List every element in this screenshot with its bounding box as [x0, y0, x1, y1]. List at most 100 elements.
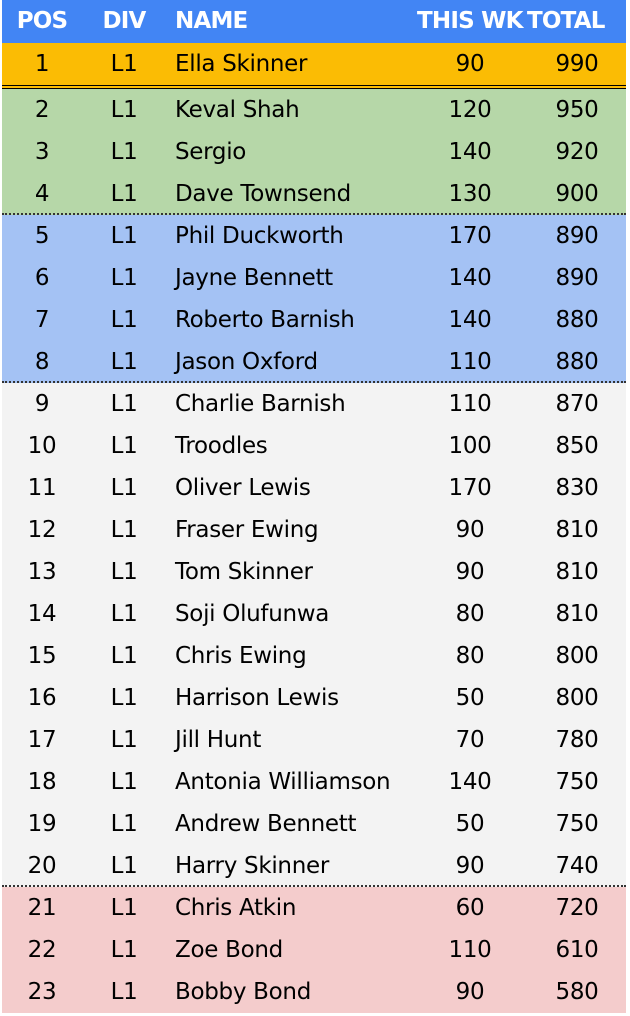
table-row: 11 L1 Oliver Lewis 170 830 — [2, 467, 626, 509]
cell-this-wk: 90 — [455, 979, 485, 1005]
cell-this-wk: 50 — [455, 811, 485, 837]
table-row: 3 L1 Sergio 140 920 — [2, 131, 626, 173]
cell-name: Harrison Lewis — [175, 685, 339, 711]
cell-total: 880 — [555, 307, 599, 333]
cell-name: Soji Olufunwa — [175, 601, 330, 627]
table-body: 1 L1 Ella Skinner 90 990 2 L1 Keval Shah 120 950 3… — [2, 43, 626, 1013]
cell-this-wk: 90 — [455, 559, 485, 585]
cell-name: Antonia Williamson — [175, 769, 391, 795]
cell-total: 850 — [555, 433, 599, 459]
header-this-wk: THIS WK — [417, 8, 523, 34]
cell-div: L1 — [110, 139, 138, 165]
cell-name: Tom Skinner — [175, 559, 313, 585]
cell-this-wk: 80 — [455, 643, 485, 669]
cell-name: Harry Skinner — [175, 853, 329, 879]
table-row: 14 L1 Soji Olufunwa 80 810 — [2, 593, 626, 635]
cell-div: L1 — [110, 349, 138, 375]
header-row: POS DIV NAME THIS WK TOTAL — [2, 0, 626, 43]
cell-pos: 6 — [34, 265, 50, 291]
cell-this-wk: 110 — [448, 391, 492, 417]
table-row: 22 L1 Zoe Bond 110 610 — [2, 929, 626, 971]
table-row: 5 L1 Phil Duckworth 170 890 — [2, 215, 626, 257]
cell-pos: 5 — [34, 223, 50, 249]
cell-name: Bobby Bond — [175, 979, 311, 1005]
cell-name: Sergio — [175, 139, 247, 165]
cell-div: L1 — [110, 51, 138, 77]
cell-this-wk: 140 — [448, 769, 492, 795]
cell-total: 890 — [555, 265, 599, 291]
cell-total: 610 — [555, 937, 599, 963]
cell-pos: 3 — [34, 139, 50, 165]
cell-div: L1 — [110, 433, 138, 459]
cell-div: L1 — [110, 391, 138, 417]
cell-div: L1 — [110, 727, 138, 753]
cell-name: Jason Oxford — [175, 349, 318, 375]
cell-div: L1 — [110, 979, 138, 1005]
cell-name: Keval Shah — [175, 97, 300, 123]
cell-name: Oliver Lewis — [175, 475, 311, 501]
cell-total: 810 — [555, 517, 599, 543]
table-row: 1 L1 Ella Skinner 90 990 — [2, 43, 626, 89]
cell-pos: 15 — [27, 643, 57, 669]
cell-this-wk: 110 — [448, 937, 492, 963]
header-name: NAME — [175, 8, 248, 34]
cell-name: Zoe Bond — [175, 937, 283, 963]
table-row: 6 L1 Jayne Bennett 140 890 — [2, 257, 626, 299]
cell-pos: 16 — [27, 685, 57, 711]
cell-total: 830 — [555, 475, 599, 501]
cell-this-wk: 140 — [448, 139, 492, 165]
cell-pos: 10 — [27, 433, 57, 459]
cell-pos: 11 — [27, 475, 57, 501]
cell-div: L1 — [110, 685, 138, 711]
cell-this-wk: 140 — [448, 307, 492, 333]
cell-name: Jill Hunt — [175, 727, 262, 753]
cell-name: Jayne Bennett — [175, 265, 333, 291]
table-row: 18 L1 Antonia Williamson 140 750 — [2, 761, 626, 803]
cell-div: L1 — [110, 475, 138, 501]
cell-div: L1 — [110, 223, 138, 249]
cell-name: Troodles — [175, 433, 268, 459]
table-row: 12 L1 Fraser Ewing 90 810 — [2, 509, 626, 551]
cell-total: 920 — [555, 139, 599, 165]
cell-div: L1 — [110, 853, 138, 879]
cell-div: L1 — [110, 307, 138, 333]
cell-name: Roberto Barnish — [175, 307, 355, 333]
cell-div: L1 — [110, 643, 138, 669]
table-row: 2 L1 Keval Shah 120 950 — [2, 89, 626, 131]
cell-this-wk: 100 — [448, 433, 492, 459]
table-row: 23 L1 Bobby Bond 90 580 — [2, 971, 626, 1013]
cell-div: L1 — [110, 769, 138, 795]
cell-total: 950 — [555, 97, 599, 123]
table-row: 17 L1 Jill Hunt 70 780 — [2, 719, 626, 761]
cell-name: Phil Duckworth — [175, 223, 344, 249]
cell-total: 800 — [555, 643, 599, 669]
cell-total: 870 — [555, 391, 599, 417]
table-row: 4 L1 Dave Townsend 130 900 — [2, 173, 626, 215]
cell-pos: 12 — [27, 517, 57, 543]
table-row: 15 L1 Chris Ewing 80 800 — [2, 635, 626, 677]
cell-total: 900 — [555, 181, 599, 207]
cell-div: L1 — [110, 601, 138, 627]
cell-this-wk: 120 — [448, 97, 492, 123]
cell-pos: 8 — [34, 349, 50, 375]
cell-total: 720 — [555, 895, 599, 921]
cell-this-wk: 90 — [455, 853, 485, 879]
cell-pos: 9 — [34, 391, 50, 417]
cell-pos: 17 — [27, 727, 57, 753]
cell-this-wk: 130 — [448, 181, 492, 207]
cell-pos: 2 — [34, 97, 50, 123]
cell-this-wk: 170 — [448, 223, 492, 249]
cell-this-wk: 90 — [455, 51, 485, 77]
cell-name: Charlie Barnish — [175, 391, 346, 417]
cell-total: 750 — [555, 811, 599, 837]
cell-this-wk: 60 — [455, 895, 485, 921]
cell-div: L1 — [110, 517, 138, 543]
table-row: 20 L1 Harry Skinner 90 740 — [2, 845, 626, 887]
table-row: 10 L1 Troodles 100 850 — [2, 425, 626, 467]
cell-name: Dave Townsend — [175, 181, 351, 207]
cell-pos: 23 — [27, 979, 57, 1005]
cell-div: L1 — [110, 97, 138, 123]
cell-pos: 1 — [34, 51, 50, 77]
cell-this-wk: 90 — [455, 517, 485, 543]
